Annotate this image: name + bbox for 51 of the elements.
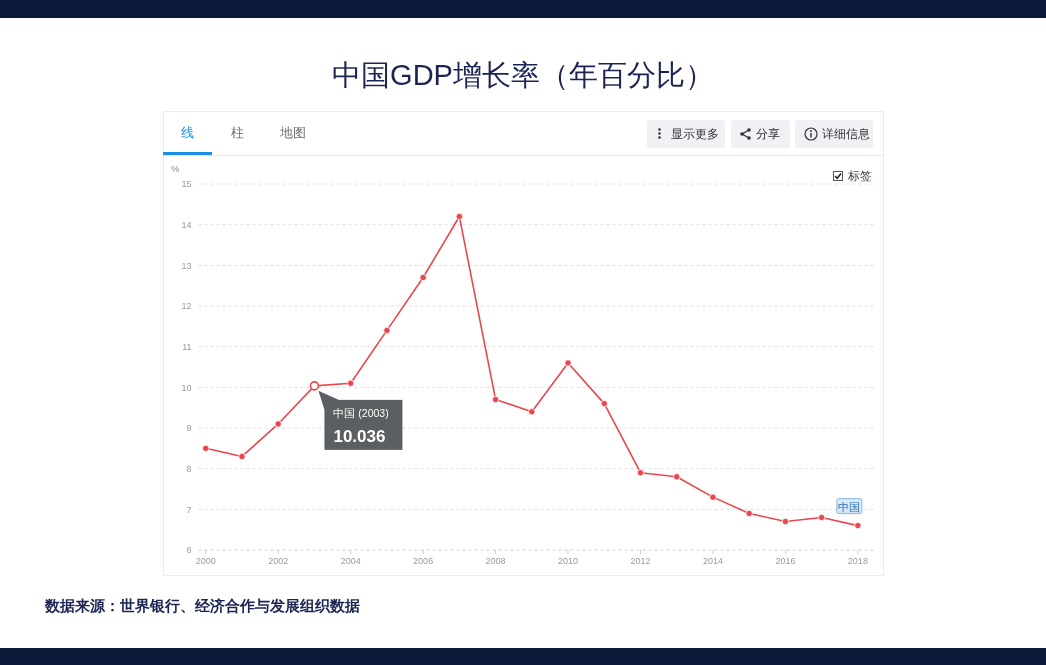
point	[854, 522, 862, 530]
point	[600, 400, 608, 408]
x-tick-label: 2006	[413, 556, 434, 567]
y-tick-label: 14	[181, 219, 192, 230]
annotation: 中国 (2003)	[333, 406, 389, 419]
button[interactable]: 显示更多	[647, 120, 725, 148]
x-tick-label: 2014	[702, 556, 723, 567]
y-axis-title: %	[171, 163, 180, 175]
tab[interactable]: 线	[163, 121, 212, 155]
y-tick-label: 15	[181, 179, 192, 190]
tab[interactable]: 地图	[266, 121, 320, 155]
y-tick-label: 7	[186, 504, 192, 515]
point	[347, 379, 355, 387]
point	[818, 513, 826, 522]
y-tick-label: 13	[181, 260, 192, 271]
y-tick-label: 6	[186, 545, 192, 556]
point	[673, 473, 681, 481]
y-tick-label: 8	[186, 463, 192, 474]
text: 标签	[848, 169, 872, 184]
y-tick-label: 11	[182, 341, 192, 352]
checkbox[interactable]	[833, 171, 843, 181]
point	[455, 212, 463, 221]
point	[238, 452, 246, 461]
x-tick-label: 2018	[847, 556, 868, 567]
x-tick-label: 2008	[485, 556, 506, 567]
source-note: 数据来源：世界银行、经济合作与发展组织数据	[45, 596, 360, 616]
y-tick-label: 9	[186, 423, 192, 434]
tab[interactable]: 柱	[218, 121, 256, 155]
button[interactable]: 详细信息	[795, 120, 873, 148]
data-label: 10.036	[333, 426, 386, 446]
y-tick-label: 10	[181, 382, 192, 393]
x-tick-label: 2004	[340, 556, 361, 567]
x-tick-label: 2016	[775, 556, 796, 567]
point	[745, 509, 753, 517]
x-tick-label: 2012	[630, 556, 651, 567]
point	[564, 359, 572, 367]
point	[781, 517, 790, 526]
point	[383, 326, 391, 334]
point	[274, 420, 282, 428]
point	[202, 444, 210, 452]
chart-title: 中国GDP增长率（年百分比）	[331, 58, 715, 93]
y-tick-label: 12	[181, 301, 192, 312]
button[interactable]: 分享	[731, 120, 790, 148]
x-tick-label: 2002	[268, 556, 289, 567]
point	[636, 469, 645, 477]
x-tick-label: 2000	[195, 556, 216, 567]
point	[528, 408, 536, 416]
point	[419, 273, 427, 282]
point	[709, 493, 717, 501]
point	[491, 395, 500, 404]
x-tick-label: 2010	[558, 556, 579, 567]
